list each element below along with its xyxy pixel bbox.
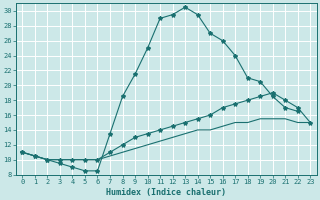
X-axis label: Humidex (Indice chaleur): Humidex (Indice chaleur) <box>106 188 226 197</box>
